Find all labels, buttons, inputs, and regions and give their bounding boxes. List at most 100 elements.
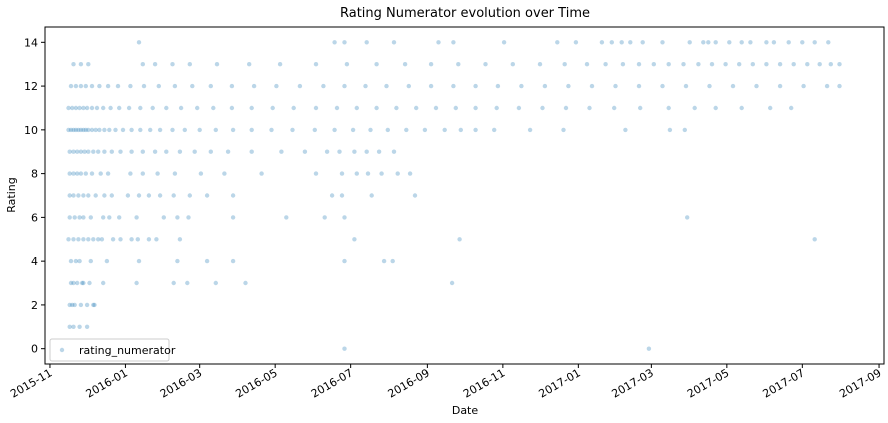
- data-point: [73, 83, 79, 89]
- data-point: [66, 237, 71, 242]
- data-point: [501, 40, 507, 45]
- data-point: [290, 127, 295, 133]
- data-point: [71, 193, 76, 198]
- data-point: [473, 127, 478, 133]
- chart-title: Rating Numerator evolution over Time: [340, 6, 590, 21]
- x-tick-label: 2016-09: [386, 366, 432, 400]
- data-point: [171, 280, 176, 286]
- data-point: [78, 302, 84, 308]
- y-tick-label: 12: [24, 80, 38, 93]
- data-point: [156, 83, 161, 89]
- x-tick-label: 2016-05: [233, 366, 279, 400]
- data-point: [713, 105, 718, 111]
- data-point: [516, 105, 522, 111]
- data-point: [96, 149, 101, 154]
- data-point: [339, 171, 345, 176]
- data-point: [68, 280, 74, 286]
- data-point: [213, 280, 218, 286]
- x-tick-label: 2017-07: [761, 366, 807, 400]
- legend: rating_numerator: [49, 338, 176, 362]
- data-point: [79, 280, 85, 286]
- data-point: [812, 237, 817, 242]
- data-point: [135, 237, 140, 242]
- data-point: [89, 127, 95, 133]
- data-point: [350, 127, 356, 133]
- data-point: [225, 149, 231, 154]
- data-point: [134, 280, 139, 286]
- data-point: [321, 83, 326, 89]
- data-point: [492, 127, 497, 133]
- data-point: [764, 61, 769, 67]
- data-point: [313, 171, 319, 176]
- x-tick-label: 2017-05: [685, 366, 731, 400]
- data-point: [154, 237, 159, 242]
- data-point: [129, 127, 134, 133]
- data-point: [692, 105, 697, 111]
- y-tick-label: 10: [24, 124, 38, 137]
- data-point: [101, 105, 106, 111]
- data-point: [77, 105, 82, 111]
- data-point: [67, 215, 72, 220]
- data-point: [84, 302, 90, 308]
- data-point: [344, 61, 350, 67]
- data-point: [442, 127, 447, 133]
- data-point: [71, 324, 76, 329]
- data-point: [837, 83, 842, 89]
- data-point: [542, 83, 548, 89]
- data-point: [801, 83, 806, 89]
- data-point: [739, 105, 744, 111]
- data-point: [573, 40, 579, 45]
- x-tick-label: 2017-01: [537, 366, 583, 400]
- data-point: [613, 83, 618, 89]
- data-point: [495, 83, 501, 89]
- data-point: [291, 105, 296, 111]
- data-point: [812, 40, 817, 45]
- data-point: [89, 171, 95, 176]
- data-point: [407, 171, 413, 176]
- data-point: [391, 40, 397, 45]
- data-point: [150, 105, 155, 111]
- data-point: [93, 127, 98, 133]
- data-point: [352, 237, 357, 242]
- data-point: [93, 193, 98, 198]
- data-point: [313, 61, 319, 67]
- data-point: [78, 61, 84, 67]
- data-point: [192, 149, 197, 154]
- data-point: [682, 127, 687, 133]
- data-point: [67, 302, 72, 308]
- data-point: [148, 127, 153, 133]
- data-point: [713, 40, 718, 45]
- data-point: [229, 83, 235, 89]
- data-point: [312, 127, 317, 133]
- data-point: [129, 149, 134, 154]
- x-axis-label: Date: [452, 404, 479, 417]
- data-point: [824, 83, 830, 89]
- data-point: [412, 193, 418, 198]
- data-point: [81, 215, 86, 220]
- data-point: [136, 40, 142, 45]
- data-point: [284, 215, 289, 220]
- data-point: [76, 237, 81, 242]
- data-point: [187, 61, 192, 67]
- data-point: [422, 127, 428, 133]
- data-point: [81, 193, 86, 198]
- data-point: [66, 105, 71, 111]
- data-point: [115, 83, 121, 89]
- data-point: [660, 83, 665, 89]
- legend-label: rating_numerator: [79, 344, 176, 357]
- data-point: [406, 83, 411, 89]
- data-point: [628, 40, 633, 45]
- data-point: [222, 171, 227, 176]
- data-point: [687, 40, 692, 45]
- data-point: [363, 83, 368, 89]
- data-point: [342, 83, 347, 89]
- data-point: [789, 105, 794, 111]
- data-point: [269, 127, 274, 133]
- x-tick-label: 2017-03: [610, 366, 656, 400]
- data-point: [342, 215, 347, 220]
- data-point: [157, 193, 163, 198]
- data-point: [97, 127, 102, 133]
- data-point: [777, 83, 783, 89]
